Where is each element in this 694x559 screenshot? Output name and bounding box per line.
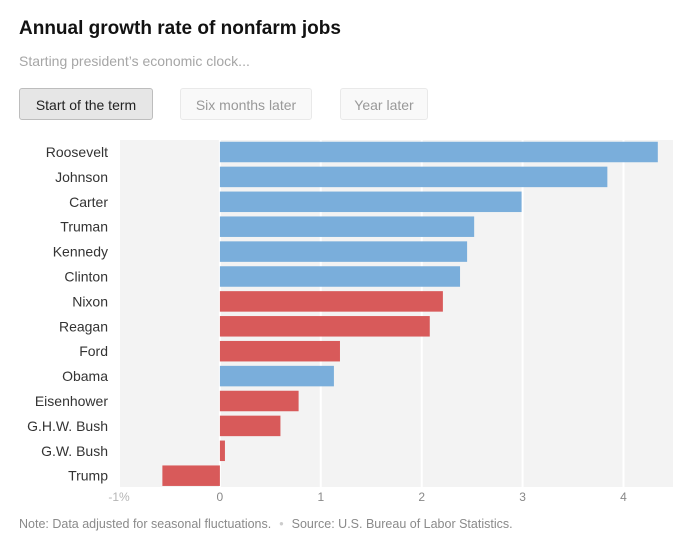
category-label: Trump — [68, 468, 108, 484]
bar-carter — [219, 191, 522, 213]
footnote: Note: Data adjusted for seasonal fluctua… — [19, 517, 513, 531]
bar-ford — [219, 340, 340, 362]
category-label: Ford — [79, 343, 108, 359]
x-tick-label: 2 — [418, 490, 425, 504]
bar-clinton — [219, 266, 461, 287]
category-labels: Roosevelt Johnson Carter Truman Kennedy Clint… — [27, 144, 108, 484]
bar-eisenhower — [219, 390, 299, 412]
bar-g-w-bush — [219, 440, 225, 462]
category-label: Reagan — [59, 318, 108, 334]
note-text: Note: Data adjusted for seasonal fluctua… — [19, 517, 272, 531]
category-label: Roosevelt — [46, 144, 108, 160]
category-label: Johnson — [55, 169, 108, 185]
chart-title: Annual growth rate of nonfarm jobs — [19, 18, 341, 39]
category-label: Kennedy — [53, 244, 108, 260]
bars — [162, 141, 658, 486]
category-label: Carter — [69, 194, 108, 210]
year-later-button[interactable]: Year later — [340, 88, 428, 120]
x-tick-label: 1 — [317, 490, 324, 504]
separator-dot: • — [279, 517, 284, 531]
x-tick-label: 3 — [519, 490, 526, 504]
category-label: Eisenhower — [35, 393, 108, 409]
x-tick-label: -1% — [108, 490, 130, 504]
bar-kennedy — [219, 241, 468, 262]
x-axis-ticks: -1% 0 1 2 3 4 — [108, 490, 627, 504]
category-label: G.W. Bush — [41, 443, 108, 459]
bar-johnson — [219, 166, 608, 188]
x-tick-label: 0 — [217, 490, 224, 504]
bar-reagan — [219, 316, 430, 337]
bar-nixon — [219, 291, 443, 312]
six-months-later-button[interactable]: Six months later — [180, 88, 312, 120]
bar-g-h-w-bush — [219, 415, 281, 437]
start-of-term-button[interactable]: Start of the term — [19, 88, 153, 120]
category-label: Truman — [60, 219, 108, 235]
x-tick-label: 4 — [620, 490, 627, 504]
category-label: Obama — [62, 368, 108, 384]
category-label: Nixon — [72, 293, 108, 309]
category-label: Clinton — [64, 269, 108, 285]
bar-obama — [219, 365, 334, 387]
bar-roosevelt — [219, 141, 658, 163]
bar-truman — [219, 216, 475, 237]
category-label: G.H.W. Bush — [27, 418, 108, 434]
source-text: Source: U.S. Bureau of Labor Statistics. — [291, 517, 513, 531]
bar-trump — [162, 465, 220, 486]
chart-subtitle: Starting president’s economic clock... — [19, 53, 250, 69]
